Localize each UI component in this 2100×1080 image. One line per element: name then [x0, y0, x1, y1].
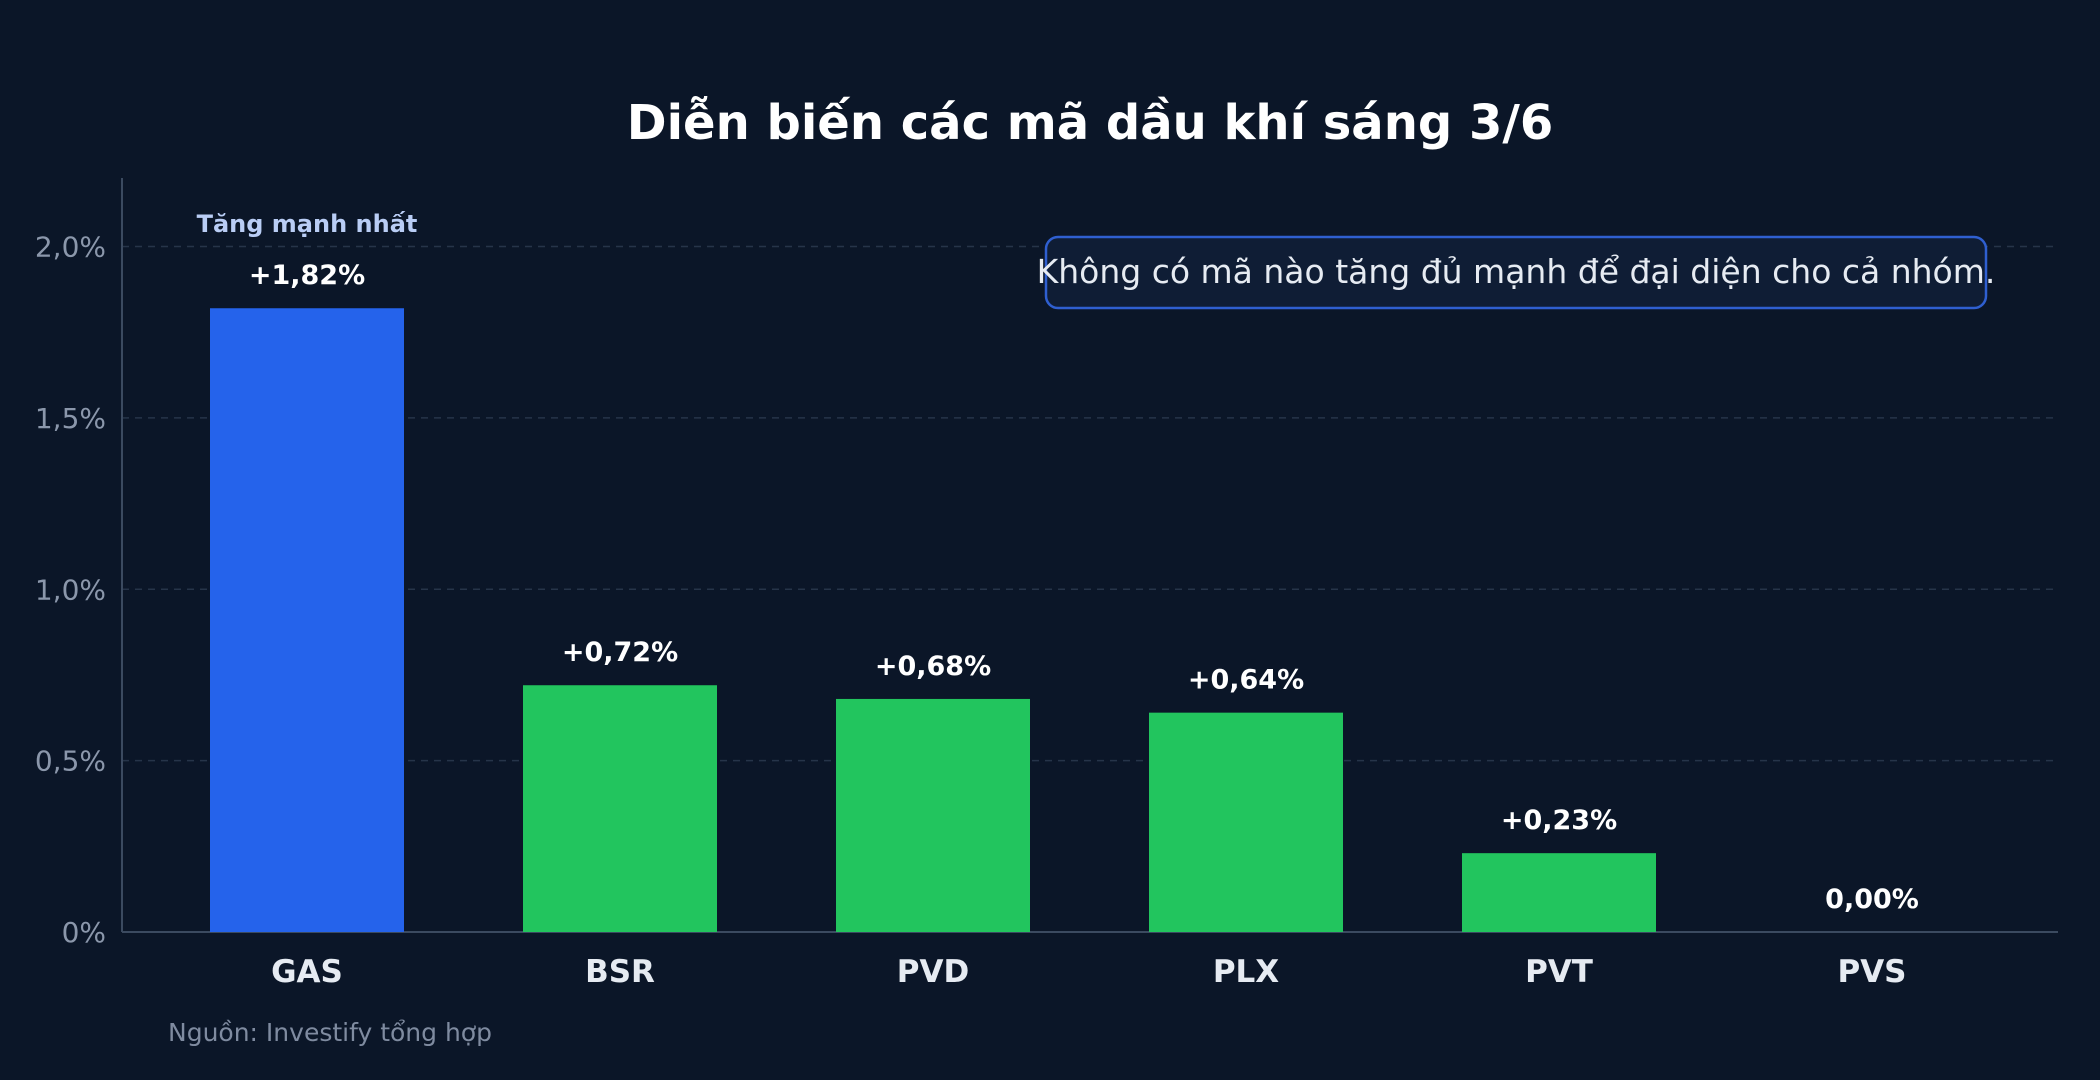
y-tick-label: 0,5%: [35, 745, 106, 778]
y-tick-label: 1,5%: [35, 402, 106, 435]
grid-lines: [122, 245, 2058, 762]
bar-bsr: [523, 685, 717, 932]
x-tick-label: PVS: [1837, 954, 1906, 990]
bars: [210, 308, 1656, 933]
bar-pvt: [1462, 853, 1656, 932]
data-label: +0,64%: [1188, 665, 1304, 696]
annotation-text: Không có mã nào tăng đủ mạnh để đại diện…: [1037, 252, 1996, 291]
y-tick-label: 0%: [62, 916, 106, 949]
data-label: 0,00%: [1825, 884, 1919, 915]
x-tick-label: PLX: [1213, 954, 1279, 990]
highlight-label: Tăng mạnh nhất: [197, 210, 418, 238]
source-note: Nguồn: Investify tổng hợp: [168, 1018, 492, 1047]
y-tick-label: 2,0%: [35, 231, 106, 264]
x-tick-label: PVT: [1525, 954, 1593, 990]
bar-pvd: [836, 698, 1030, 932]
x-tick-label: PVD: [897, 954, 969, 990]
labels: 0% 0,5% 1,0% 1,5% 2,0% GAS +1,82% Tăng mạnh nhấ…: [35, 210, 1919, 990]
bar-gas: [210, 308, 404, 933]
annotation-box: Không có mã nào tăng đủ mạnh để đại diện…: [1037, 235, 1996, 310]
data-label: +0,23%: [1501, 805, 1617, 836]
annotation-border: [1044, 235, 1988, 310]
data-label: +0,72%: [562, 637, 678, 668]
x-tick-label: GAS: [271, 954, 343, 990]
axes: [121, 178, 2058, 933]
data-label: +1,82%: [249, 260, 365, 291]
bar-plx: [1149, 712, 1343, 932]
chart-title: Diễn biến các mã dầu khí sáng 3/6: [627, 95, 1554, 151]
y-tick-label: 1,0%: [35, 573, 106, 606]
x-tick-label: BSR: [585, 954, 655, 990]
data-label: +0,68%: [875, 651, 991, 682]
